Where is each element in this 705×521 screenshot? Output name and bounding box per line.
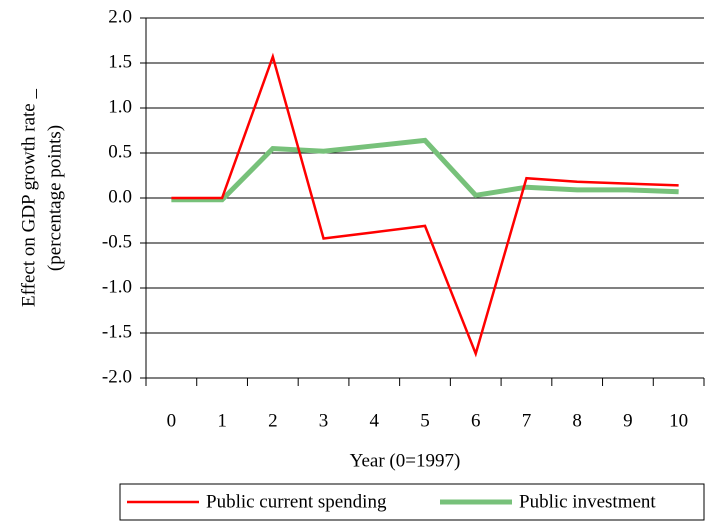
x-tick-label: 4 xyxy=(370,410,380,431)
y-axis-label: (percentage points) xyxy=(44,125,65,271)
y-tick-label: -1.5 xyxy=(102,321,132,342)
series-line xyxy=(171,137,679,203)
y-tick-label: 0.0 xyxy=(108,186,132,207)
y-tick-label: 1.0 xyxy=(108,96,132,117)
legend-box xyxy=(119,483,705,521)
x-tick-label: 0 xyxy=(167,410,177,431)
y-tick-label: 0.5 xyxy=(108,141,132,162)
y-tick-label: -0.5 xyxy=(102,231,132,252)
x-tick-label: 5 xyxy=(420,410,430,431)
y-tick-label: 2.0 xyxy=(108,6,132,27)
x-tick-label: 9 xyxy=(623,410,633,431)
x-tick-label: 1 xyxy=(217,410,227,431)
y-tick-label: 1.5 xyxy=(108,51,132,72)
y-tick-label: -1.0 xyxy=(102,276,132,297)
x-tick-label: 2 xyxy=(268,410,278,431)
y-tick-label: -2.0 xyxy=(102,366,132,387)
x-tick-label: 6 xyxy=(471,410,481,431)
x-tick-label: 7 xyxy=(522,410,532,431)
x-tick-label: 3 xyxy=(319,410,329,431)
legend-label: Public current spending xyxy=(206,491,387,512)
y-axis-label: Effect on GDP growth rate _ xyxy=(18,89,39,307)
legend-label: Public investment xyxy=(519,491,656,512)
x-tick-label: 10 xyxy=(669,410,688,431)
series-line xyxy=(171,52,679,358)
x-tick-label: 8 xyxy=(572,410,582,431)
x-axis-label: Year (0=1997) xyxy=(350,450,461,471)
